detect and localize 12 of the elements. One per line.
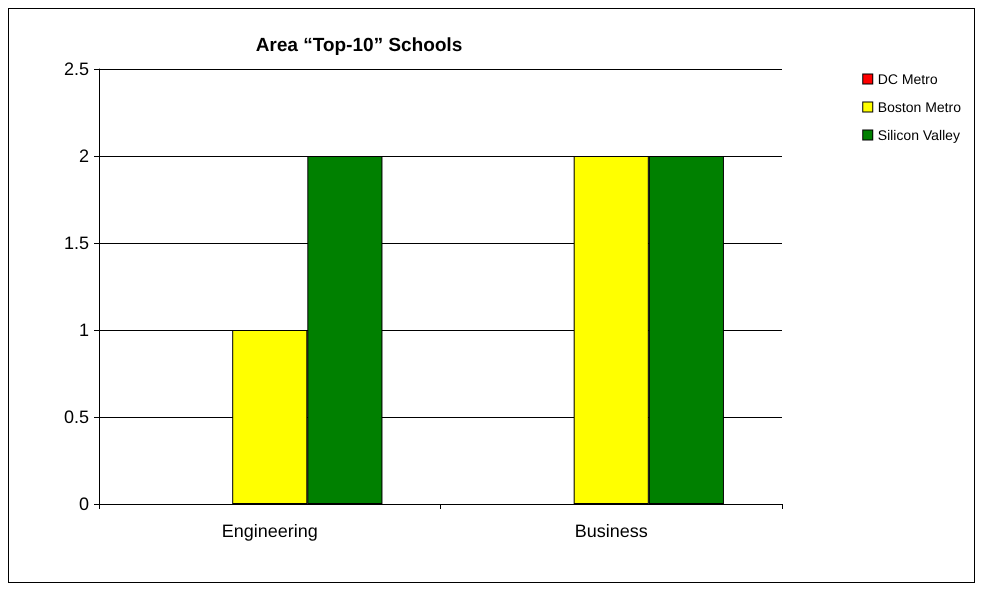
y-tick-label: 1.5 xyxy=(64,233,89,253)
x-tick-label: Business xyxy=(574,521,648,541)
y-tick-label: 2 xyxy=(78,146,89,166)
legend-label: Silicon Valley xyxy=(878,127,960,143)
y-tick-label: 0.5 xyxy=(64,407,89,427)
y-tick-label: 0 xyxy=(78,494,89,514)
chart-title: Area “Top-10” Schools xyxy=(256,35,462,56)
y-tick-label: 2.5 xyxy=(64,59,89,79)
legend-label: DC Metro xyxy=(878,71,938,87)
y-tick-label: 1 xyxy=(78,320,89,340)
x-tick-label: Engineering xyxy=(222,521,318,541)
legend-label: Boston Metro xyxy=(878,99,962,115)
